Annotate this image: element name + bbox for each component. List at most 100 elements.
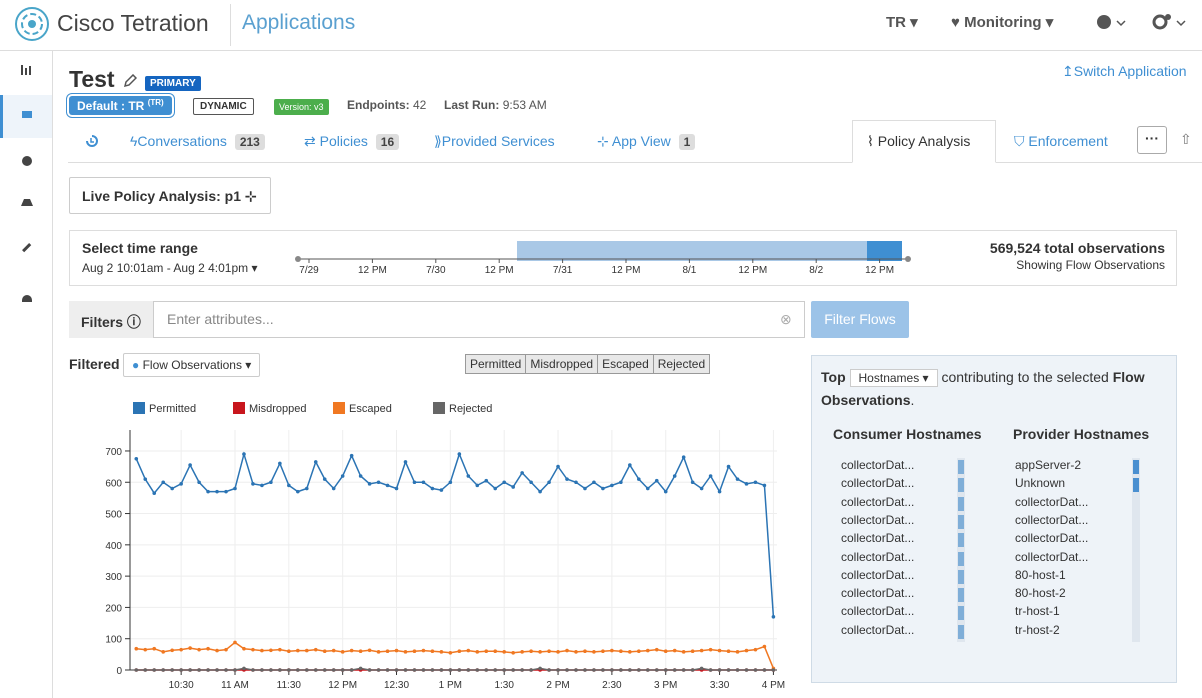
tab-label: Policies: [319, 133, 368, 149]
series-toggle[interactable]: Escaped: [597, 355, 653, 373]
data-point: [242, 646, 246, 651]
data-point: [206, 489, 210, 494]
data-point: [556, 650, 560, 654]
filter-input[interactable]: Enter attributes...: [167, 311, 274, 327]
data-point: [143, 647, 148, 652]
monitoring-menu[interactable]: ♥ Monitoring ▾: [951, 14, 1054, 31]
data-point: [394, 648, 399, 653]
time-range-label: Select time range: [82, 240, 198, 256]
data-point: [690, 649, 695, 654]
data-point: [296, 668, 300, 672]
policy-analysis-tab[interactable]: ⌇ Policy Analysis: [867, 133, 971, 149]
collapse-button[interactable]: ⇧: [1180, 131, 1192, 147]
data-point: [493, 668, 498, 672]
data-point: [538, 650, 542, 654]
data-point: [726, 464, 731, 469]
data-point: [269, 480, 273, 485]
data-point: [502, 480, 507, 485]
series-toggle[interactable]: Rejected: [652, 355, 709, 373]
data-point: [520, 650, 524, 654]
user-menu[interactable]: TR ▾: [886, 14, 918, 31]
slider-tick-label: 12 PM: [358, 265, 387, 276]
conversations-tab[interactable]: ϟConversations 213: [130, 133, 265, 150]
data-point: [304, 486, 309, 491]
top-nav: [0, 0, 1202, 51]
data-point: [520, 668, 524, 672]
data-point: [708, 474, 713, 478]
data-point: [610, 483, 614, 488]
data-point: [735, 650, 740, 654]
series-line: [136, 667, 774, 671]
time-slider[interactable]: 7/29 12 PM 7/30 12 PM 7/31 12 PM 8/1 12 PM 8/2 12…: [290, 236, 920, 280]
legend-label: Permitted: [149, 403, 196, 415]
x-tick-label: 4 PM: [762, 680, 785, 691]
switch-application[interactable]: ↥Switch Application: [1062, 63, 1187, 79]
filter-button[interactable]: Filter Flows: [811, 301, 909, 338]
y-tick-label: 200: [105, 603, 122, 614]
provided-services-tab[interactable]: ⟫Provided Services: [434, 133, 555, 149]
hostname: collectorDat...: [841, 476, 915, 491]
data-point: [358, 649, 363, 654]
scope-badge[interactable]: Default : TR (TR): [69, 96, 172, 115]
slider-tick-label: 8/1: [682, 265, 696, 276]
more-button[interactable]: ···: [1137, 126, 1167, 154]
time-range-box: [69, 230, 1177, 286]
app-view-tab[interactable]: ⊹ App View 1: [597, 133, 696, 150]
x-tick-label: 3:30: [710, 680, 730, 691]
active-tab[interactable]: [852, 120, 996, 163]
observation-dropdown[interactable]: ● Flow Observations ▾: [123, 353, 261, 377]
hostname: collectorDat...: [841, 567, 915, 582]
clear-filter[interactable]: ⊗: [780, 311, 792, 327]
data-point: [188, 668, 192, 672]
time-range-select[interactable]: Aug 2 10:01am - Aug 2 4:01pm ▾: [82, 261, 258, 275]
data-point: [762, 644, 767, 649]
data-point: [654, 478, 659, 483]
y-tick-label: 400: [105, 541, 122, 552]
edit-icon[interactable]: [123, 74, 137, 88]
history-tab[interactable]: [84, 134, 98, 148]
data-point: [385, 649, 390, 654]
legend-label: Misdropped: [249, 403, 306, 415]
data-point: [358, 474, 363, 478]
data-point: [251, 647, 255, 652]
provider-bar-track: [1132, 458, 1140, 642]
data-point: [484, 478, 489, 483]
legend-label: Rejected: [449, 403, 492, 415]
policies-tab[interactable]: ⇄ Policies 16: [304, 133, 400, 150]
data-point: [197, 480, 201, 485]
settings-menu[interactable]: [1152, 12, 1188, 32]
data-point: [565, 648, 569, 653]
top-panel: [811, 355, 1177, 683]
data-point: [502, 668, 507, 672]
user: TR: [886, 14, 906, 31]
data-point: [663, 668, 668, 672]
analysis-box[interactable]: Live Policy Analysis: p1 ⊹: [69, 177, 271, 214]
data-point: [466, 648, 471, 653]
filters-text: Filters: [81, 314, 124, 330]
data-point: [610, 668, 614, 672]
data-point: [556, 464, 560, 469]
legend-swatch: [233, 402, 245, 414]
sidebar-icons[interactable]: [20, 63, 34, 313]
series-toggle[interactable]: Misdropped: [525, 355, 597, 373]
data-point: [466, 668, 471, 672]
data-point: [672, 648, 677, 653]
data-point: [708, 647, 713, 652]
series-toggle[interactable]: Permitted: [470, 357, 522, 371]
tab-label: Enforcement: [1028, 133, 1108, 149]
data-point: [152, 491, 157, 496]
hostname: 80-host-2: [1015, 586, 1066, 601]
data-point: [430, 486, 435, 491]
enforcement-tab[interactable]: ⛉ Enforcement: [1014, 133, 1108, 149]
data-point: [484, 649, 489, 654]
hostname: collectorDat...: [1015, 512, 1089, 527]
data-point: [726, 649, 731, 654]
data-point: [376, 668, 381, 672]
hostnames-dropdown[interactable]: Hostnames ▾: [849, 369, 938, 387]
data-point: [394, 668, 399, 672]
divider: [230, 4, 231, 46]
help-menu[interactable]: [1096, 14, 1128, 32]
data-point: [448, 668, 453, 672]
data-point: [457, 452, 462, 456]
data-point: [475, 483, 480, 488]
